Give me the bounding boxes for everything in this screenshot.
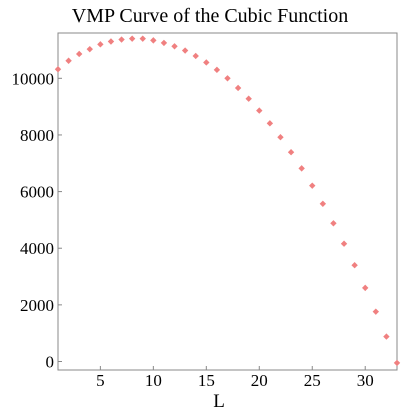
- data-point: [372, 308, 380, 315]
- data-point: [171, 43, 178, 50]
- data-point: [97, 41, 104, 48]
- y-tick-label: 4000: [20, 239, 54, 258]
- data-point: [383, 333, 390, 340]
- data-point: [107, 38, 115, 45]
- data-points: [54, 35, 401, 367]
- chart-title: VMP Curve of the Cubic Function: [72, 5, 348, 27]
- data-point: [150, 37, 157, 44]
- data-point: [330, 220, 337, 227]
- y-tick-label: 2000: [20, 296, 54, 315]
- data-point: [224, 75, 231, 82]
- data-point: [362, 284, 369, 292]
- data-point: [192, 52, 199, 60]
- data-point: [234, 84, 242, 92]
- data-point: [54, 66, 62, 73]
- x-tick-label: 10: [145, 371, 162, 390]
- data-point: [256, 107, 263, 114]
- y-tick-label: 10000: [12, 69, 55, 88]
- y-tick-label: 0: [46, 353, 55, 372]
- data-point: [118, 36, 125, 43]
- data-point: [86, 45, 93, 53]
- x-axis-ticks: 5 10 15 20 25 30: [96, 366, 374, 390]
- data-point: [287, 149, 295, 156]
- plot-frame: [57, 32, 398, 371]
- data-point: [298, 165, 305, 172]
- x-tick-label: 15: [198, 371, 215, 390]
- y-tick-label: 6000: [20, 183, 54, 202]
- data-point: [75, 50, 83, 58]
- x-axis-label: L: [213, 391, 225, 412]
- data-point: [266, 120, 274, 127]
- x-tick-label: 20: [251, 371, 268, 390]
- data-point: [128, 35, 136, 42]
- x-tick-label: 25: [304, 371, 321, 390]
- data-point: [393, 359, 401, 367]
- data-point: [160, 39, 168, 47]
- y-axis-ticks: 0 2000 4000 6000 8000 10000: [12, 69, 62, 372]
- data-point: [65, 57, 72, 64]
- data-point: [340, 240, 348, 247]
- data-point: [319, 200, 327, 207]
- data-point: [139, 35, 146, 42]
- data-point: [277, 134, 284, 141]
- data-point: [213, 66, 221, 74]
- data-point: [351, 262, 358, 269]
- data-point: [203, 59, 210, 66]
- x-tick-label: 30: [357, 371, 374, 390]
- data-point: [309, 182, 316, 189]
- data-point: [181, 47, 189, 54]
- y-tick-label: 8000: [20, 126, 54, 145]
- x-tick-label: 5: [96, 371, 105, 390]
- data-point: [245, 95, 252, 102]
